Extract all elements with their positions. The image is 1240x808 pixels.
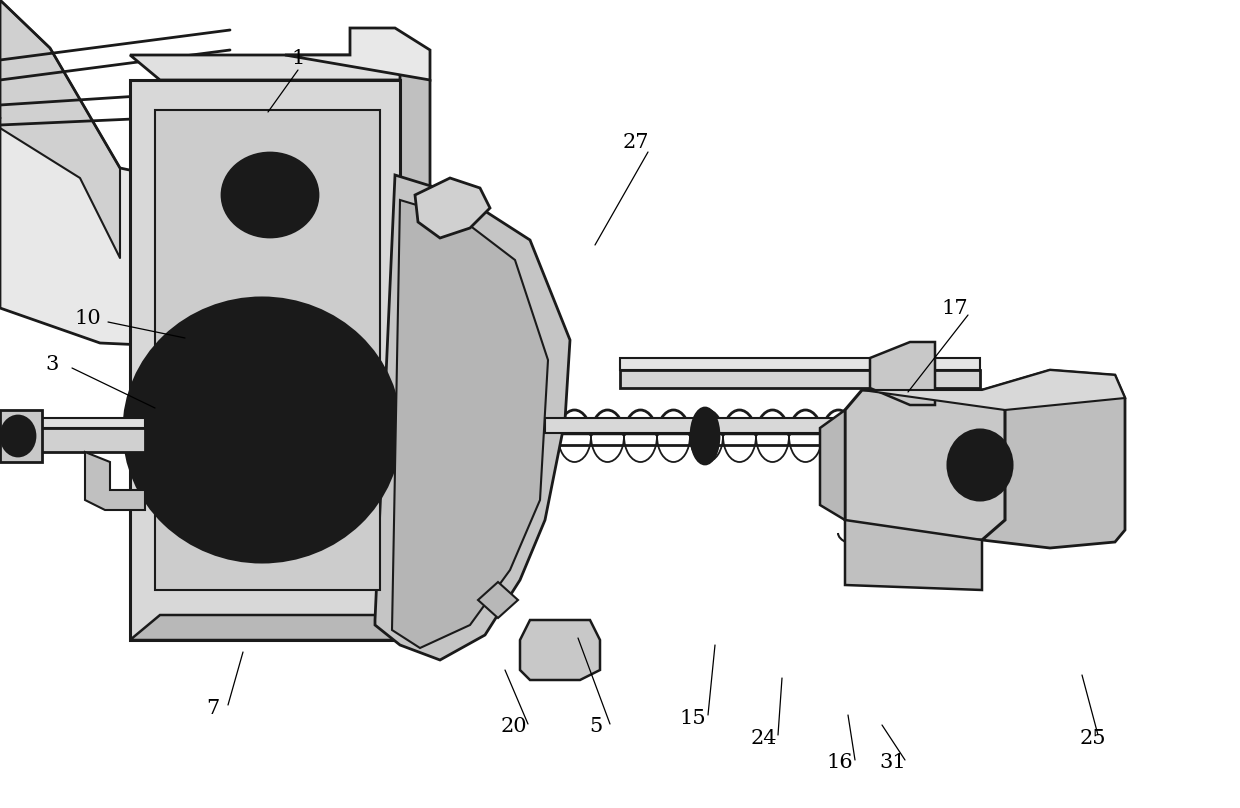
Ellipse shape <box>162 335 362 525</box>
Text: 15: 15 <box>680 709 707 727</box>
Polygon shape <box>520 620 600 680</box>
Polygon shape <box>285 28 430 80</box>
Polygon shape <box>0 0 215 348</box>
Polygon shape <box>130 80 401 640</box>
Polygon shape <box>0 0 120 258</box>
Polygon shape <box>820 410 844 520</box>
Ellipse shape <box>949 430 1012 500</box>
Polygon shape <box>392 200 548 648</box>
Ellipse shape <box>962 445 998 485</box>
Polygon shape <box>130 615 430 640</box>
Polygon shape <box>620 358 980 370</box>
Text: 20: 20 <box>501 717 527 735</box>
Text: 25: 25 <box>1080 729 1106 747</box>
Polygon shape <box>870 342 935 405</box>
Text: 5: 5 <box>589 717 603 735</box>
Ellipse shape <box>697 415 713 457</box>
Polygon shape <box>130 55 430 80</box>
Polygon shape <box>844 520 982 590</box>
Polygon shape <box>0 410 42 462</box>
Polygon shape <box>0 418 145 428</box>
Text: 16: 16 <box>827 752 853 772</box>
Polygon shape <box>620 370 980 388</box>
Polygon shape <box>415 178 490 238</box>
Text: 27: 27 <box>622 133 650 152</box>
Ellipse shape <box>232 162 308 228</box>
Polygon shape <box>982 370 1125 548</box>
Ellipse shape <box>241 169 300 221</box>
Text: 17: 17 <box>941 298 968 318</box>
Ellipse shape <box>222 153 317 237</box>
Polygon shape <box>862 370 1125 410</box>
Ellipse shape <box>7 424 29 448</box>
Polygon shape <box>546 418 875 433</box>
Ellipse shape <box>1 416 35 456</box>
Text: 3: 3 <box>46 356 58 374</box>
Polygon shape <box>844 390 1004 540</box>
Polygon shape <box>477 582 518 618</box>
Ellipse shape <box>124 298 401 562</box>
Text: 1: 1 <box>291 48 305 68</box>
Text: 7: 7 <box>206 698 219 718</box>
Polygon shape <box>155 110 379 590</box>
Text: 31: 31 <box>879 752 906 772</box>
Text: 10: 10 <box>74 309 102 327</box>
Polygon shape <box>86 452 145 510</box>
Ellipse shape <box>691 408 719 464</box>
Ellipse shape <box>182 354 342 506</box>
Polygon shape <box>401 55 430 640</box>
Polygon shape <box>0 428 145 452</box>
Ellipse shape <box>140 314 384 546</box>
Polygon shape <box>374 175 570 660</box>
Text: 24: 24 <box>750 729 777 747</box>
